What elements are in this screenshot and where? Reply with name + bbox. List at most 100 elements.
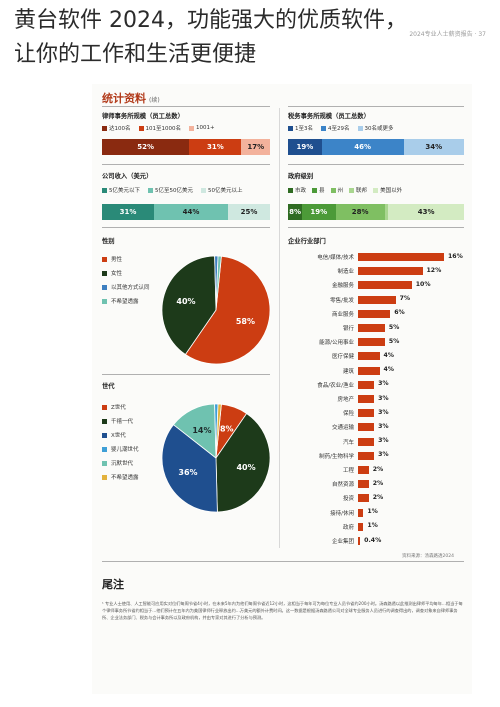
generation-slice-label: 8%: [220, 425, 234, 434]
legend-label: 达100名: [109, 126, 131, 132]
legend-swatch: [102, 284, 107, 290]
industry-label: 银行: [342, 326, 354, 332]
generation-pie-chart: 8% 40% 36% 14%: [161, 403, 271, 513]
revenue-legend: 5亿美元以下 5亿至50亿美元 50亿美元以上: [102, 186, 243, 194]
industry-label: 企业集团: [331, 539, 354, 545]
industry-bar: [358, 423, 375, 432]
industry-bar: [358, 309, 391, 318]
legend-swatch: [102, 298, 107, 304]
revenue-segment: 44%: [154, 204, 228, 220]
legend-swatch: [357, 125, 363, 131]
generation-slice: [161, 424, 218, 513]
tax-firm-legend-item: 4至29名: [321, 124, 350, 132]
industry-label: 商业服务: [331, 311, 354, 318]
firm-size-legend-item: 1001+: [189, 124, 215, 132]
gov-level-segment: 8%: [288, 204, 303, 220]
gov-level-segment: 43%: [388, 204, 464, 220]
industry-bar: [358, 494, 369, 503]
industry-label: 汽车: [342, 439, 354, 446]
firm-size-title: 律师事务所规模（员工总数）: [102, 113, 184, 120]
firm-size-segment: 31%: [189, 139, 242, 155]
industry-label: 金融服务: [331, 283, 354, 290]
gov-level-legend-item: 州: [330, 186, 343, 194]
generation-slice: [215, 403, 222, 459]
gender-legend-item: 男性: [102, 252, 150, 266]
industry-value: 16%: [448, 252, 463, 260]
generation-slice-label: 36%: [178, 468, 197, 477]
legend-swatch: [330, 187, 336, 193]
gov-level-legend: 市政 县 州 联邦 美国以外: [288, 186, 402, 194]
gov-level-segment: 28%: [335, 204, 385, 220]
industry-label: 自然资源: [331, 482, 354, 489]
divider: [102, 374, 270, 375]
industry-label: 医疗保健: [331, 354, 354, 361]
generation-legend-item: 沉默世代: [102, 456, 139, 470]
divider: [288, 164, 464, 165]
revenue-legend-item: 5亿至50亿美元: [148, 186, 193, 194]
revenue-segment: 25%: [227, 204, 270, 220]
industry-label: 零售/批发: [330, 297, 354, 304]
industry-value: 0.4%: [364, 536, 382, 544]
industry-value: 3%: [378, 422, 389, 430]
legend-swatch: [102, 187, 107, 193]
industry-bar: [358, 537, 361, 545]
legend-swatch: [102, 404, 107, 410]
industry-bar: [358, 352, 380, 361]
gov-level-legend-item: 市政: [288, 186, 306, 194]
industry-bar: [358, 466, 369, 474]
industry-value: 2%: [372, 479, 384, 487]
industry-value: 12%: [426, 266, 442, 274]
gender-pie-chart: 58% 40%: [161, 255, 271, 365]
industry-label: 接待/休闲: [330, 510, 354, 517]
legend-swatch: [102, 446, 107, 452]
industry-label: 制药/生物科学: [319, 453, 354, 460]
gender-legend: 男性 女性 以其他方式认同 不希望透露: [102, 252, 150, 308]
divider: [102, 561, 464, 562]
firm-size-segment: 52%: [102, 139, 190, 155]
legend-label: 50亿美元以上: [208, 188, 243, 194]
tax-firm-legend-item: 1至3名: [288, 124, 313, 132]
industry-bar: [358, 324, 385, 332]
revenue-legend-item: 5亿美元以下: [102, 186, 140, 194]
gov-level-legend-item: 县: [312, 186, 325, 194]
tax-firm-segment: 34%: [403, 139, 464, 155]
industry-bar: [358, 508, 364, 517]
gender-slice: [215, 255, 222, 311]
generation-legend-item: Z世代: [102, 400, 139, 414]
industry-value: 6%: [394, 309, 405, 317]
notes-title: 尾注: [102, 578, 124, 591]
generation-slice: [215, 412, 271, 513]
legend-swatch: [102, 256, 107, 262]
legend-label: 不希望透露: [111, 475, 139, 481]
firm-size-legend: 达100名 101至1000名 1001+: [102, 124, 215, 132]
generation-slice-label: 40%: [236, 463, 255, 472]
industry-label: 制造业: [337, 269, 354, 276]
generation-slice-label: 14%: [192, 426, 211, 435]
generation-title: 世代: [102, 383, 115, 390]
industry-bar: [358, 480, 369, 489]
legend-label: 美国以外: [380, 188, 403, 194]
section-title: 统计资料 (续): [102, 90, 160, 106]
industry-label: 交通运输: [331, 425, 354, 432]
industry-bar: [358, 366, 380, 375]
tax-firm-bar: 19% 46% 34%: [288, 139, 464, 155]
industry-bar: [358, 281, 412, 290]
legend-label: 千禧一代: [111, 419, 134, 425]
legend-label: 联邦: [356, 188, 368, 194]
firm-size-bar: 52% 31% 17%: [102, 139, 270, 155]
legend-label: 30名或更多: [364, 126, 394, 132]
industry-value: 5%: [388, 337, 400, 345]
legend-swatch: [288, 125, 293, 131]
tax-firm-legend: 1至3名 4至29名 30名或更多: [288, 124, 394, 132]
legend-swatch: [148, 187, 153, 193]
legend-swatch: [321, 125, 326, 131]
legend-swatch: [201, 187, 206, 193]
report-page: 统计资料 (续) 律师事务所规模（员工总数） 达100名 101至1000名 1001…: [92, 84, 472, 694]
legend-swatch: [288, 187, 293, 193]
legend-label: 5亿美元以下: [109, 188, 140, 194]
industry-label: 投资: [342, 496, 354, 503]
industry-label: 电信/媒体/技术: [317, 255, 354, 261]
industry-value: 3%: [378, 451, 389, 459]
legend-label: 女性: [111, 271, 123, 277]
source-note: 资料来源：汤森路透2024: [402, 554, 454, 559]
